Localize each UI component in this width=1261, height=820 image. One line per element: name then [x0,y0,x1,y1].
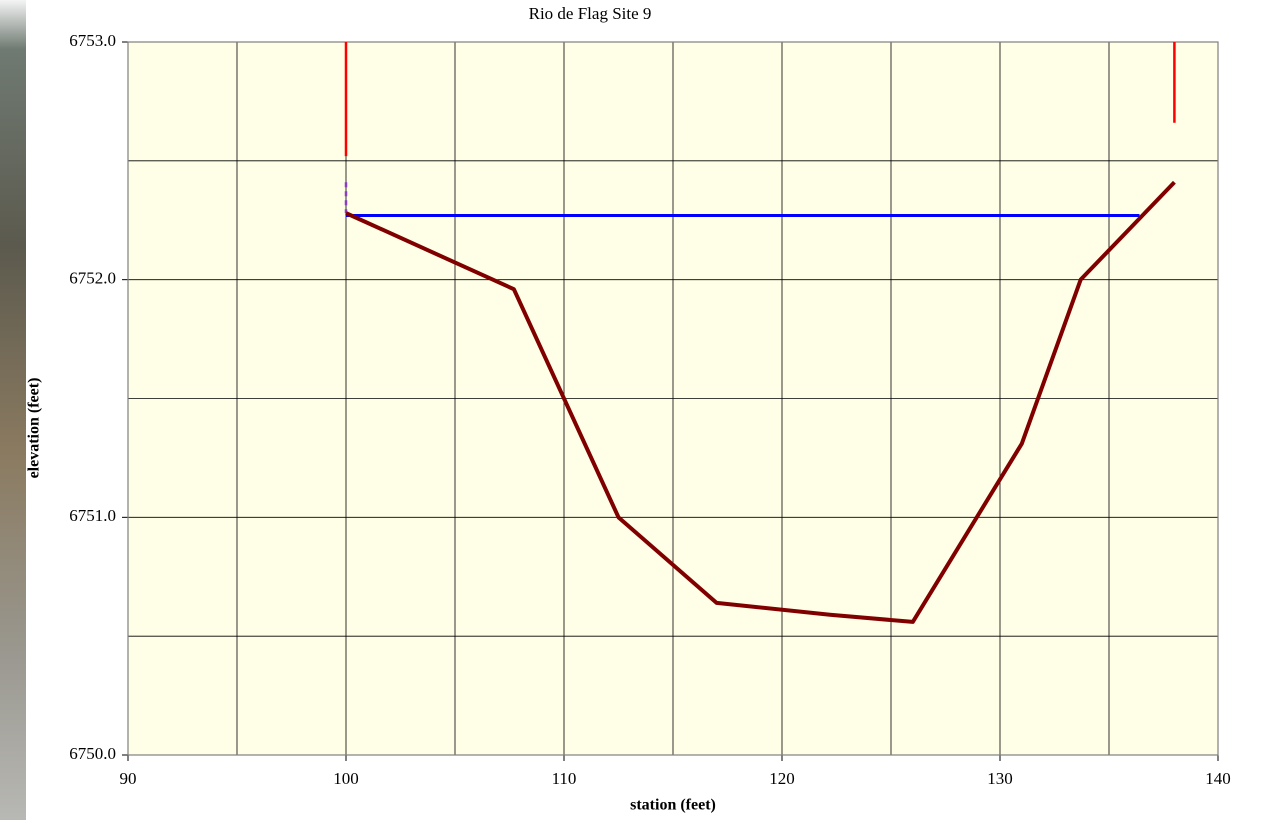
page: Rio de Flag Site 9 station (feet) elevat… [0,0,1261,820]
x-tick-label: 110 [552,769,577,788]
x-tick-label: 90 [120,769,137,788]
y-tick-label: 6751.0 [69,506,116,525]
background-photo [0,0,26,820]
y-tick-label: 6750.0 [69,744,116,763]
x-tick-label: 100 [333,769,359,788]
y-tick-label: 6752.0 [69,269,116,288]
x-axis-title: station (feet) [630,797,716,814]
y-axis-title: elevation (feet) [26,378,43,479]
chart-title: Rio de Flag Site 9 [529,4,652,23]
x-tick-label: 130 [987,769,1013,788]
x-tick-label: 140 [1205,769,1231,788]
x-tick-label: 120 [769,769,795,788]
chart: Rio de Flag Site 9 station (feet) elevat… [0,0,1261,820]
y-tick-label: 6753.0 [69,31,116,50]
